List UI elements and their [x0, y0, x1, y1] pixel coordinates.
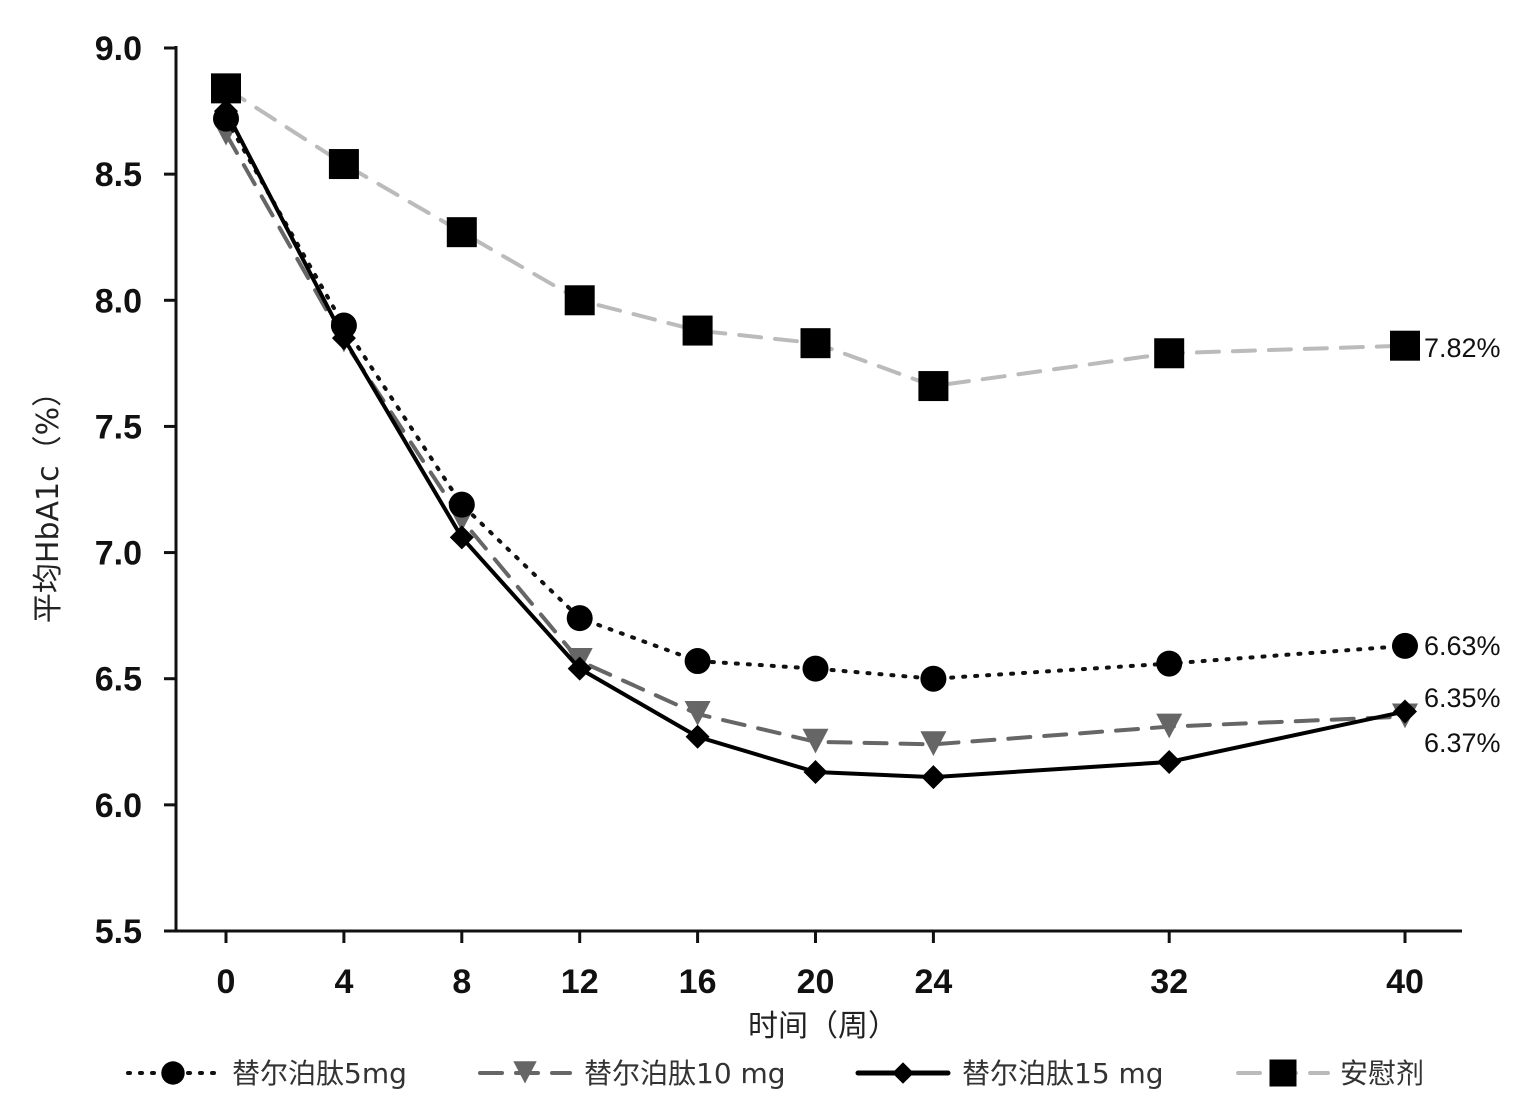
legend-marker — [892, 1062, 914, 1084]
x-tick-label: 16 — [679, 963, 717, 1001]
legend-item: 替尔泊肽10 mg — [478, 1057, 786, 1090]
data-point — [211, 73, 241, 104]
end-value-label: 6.63% — [1424, 631, 1501, 661]
series-line — [224, 116, 1407, 681]
x-tick-label: 8 — [452, 963, 471, 1001]
x-axis-label: 时间（周） — [748, 1009, 898, 1044]
data-point — [328, 149, 359, 180]
y-axis-label: 平均HbA1c（%） — [31, 377, 66, 623]
legend-marker — [161, 1061, 185, 1085]
data-point — [685, 724, 710, 749]
legend-label: 替尔泊肽15 mg — [962, 1057, 1164, 1090]
data-point — [1156, 650, 1183, 677]
data-point — [800, 328, 831, 359]
data-point — [446, 217, 477, 248]
data-point — [682, 315, 713, 346]
x-tick-label: 40 — [1386, 963, 1424, 1001]
data-point — [331, 326, 356, 351]
data-point — [330, 312, 357, 339]
data-point — [1156, 713, 1183, 739]
y-tick-label: 8.0 — [95, 282, 142, 320]
y-tick-label: 9.0 — [95, 30, 142, 68]
legend-item: 安慰剂 — [1236, 1057, 1424, 1090]
series-2 — [214, 99, 1417, 790]
series-3 — [211, 73, 1420, 402]
data-point — [684, 701, 711, 726]
data-point — [566, 605, 593, 632]
data-point — [1157, 749, 1182, 774]
y-tick-label: 7.0 — [95, 535, 142, 573]
data-point — [920, 665, 947, 692]
y-tick-label: 5.5 — [95, 913, 142, 951]
data-point — [448, 491, 475, 518]
data-point — [803, 760, 828, 785]
x-tick-label: 4 — [334, 963, 353, 1001]
data-point — [567, 656, 592, 681]
series-line — [224, 86, 1407, 389]
data-point — [449, 525, 474, 550]
axes — [174, 46, 1462, 933]
data-point — [684, 648, 711, 675]
y-tick-label: 6.5 — [95, 661, 142, 699]
x-tick-label: 32 — [1150, 963, 1188, 1001]
legend-label: 替尔泊肽5mg — [232, 1057, 407, 1090]
data-point — [1393, 699, 1417, 724]
data-point — [1390, 330, 1420, 361]
y-tick-label: 6.0 — [95, 787, 142, 825]
data-point — [802, 728, 829, 754]
data-point — [921, 765, 946, 790]
x-tick-label: 0 — [217, 963, 236, 1001]
data-point — [920, 731, 947, 757]
x-tick-label: 12 — [561, 963, 599, 1001]
data-point — [564, 285, 595, 316]
data-point — [214, 99, 238, 124]
end-value-label: 7.82% — [1424, 333, 1501, 363]
end-value-label: 6.35% — [1424, 683, 1501, 713]
legend-label: 替尔泊肽10 mg — [584, 1057, 786, 1090]
y-tick-label: 8.5 — [95, 156, 142, 194]
legend-item: 替尔泊肽15 mg — [855, 1057, 1164, 1090]
data-point — [1392, 632, 1418, 659]
data-point — [802, 655, 829, 682]
end-value-label: 6.37% — [1424, 728, 1501, 758]
legend-item: 替尔泊肽5mg — [126, 1057, 407, 1090]
legend-label: 安慰剂 — [1340, 1057, 1424, 1090]
x-tick-label: 20 — [797, 963, 835, 1001]
data-point — [1154, 338, 1185, 369]
x-tick-label: 24 — [914, 963, 952, 1001]
y-tick-label: 7.5 — [95, 408, 142, 446]
legend-marker — [513, 1061, 537, 1084]
legend-marker — [1269, 1059, 1297, 1087]
legend: 替尔泊肽5mg 替尔泊肽10 mg 替尔泊肽15 mg 安慰剂 — [126, 1057, 1424, 1090]
data-point — [918, 371, 949, 402]
